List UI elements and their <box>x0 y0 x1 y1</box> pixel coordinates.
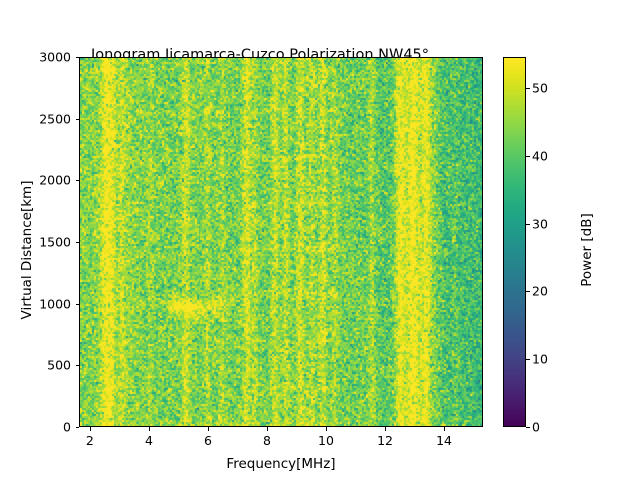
y-tick-mark <box>75 242 79 243</box>
ionogram-plot-area <box>79 57 483 427</box>
colorbar-tick-label: 50 <box>532 80 548 96</box>
y-tick-mark <box>75 303 79 305</box>
x-tick-label: 12 <box>377 433 393 448</box>
y-tick-label: 2000 <box>39 172 71 188</box>
colorbar <box>503 57 526 427</box>
colorbar-tick-mark <box>526 359 530 361</box>
colorbar-label: Power [dB] <box>579 213 595 287</box>
y-tick-mark <box>75 57 79 58</box>
y-tick-mark <box>75 427 79 428</box>
x-tick-label: 2 <box>85 433 94 448</box>
x-tick-mark <box>444 427 446 431</box>
x-tick-mark <box>326 427 327 431</box>
x-tick-label: 8 <box>262 433 271 448</box>
y-tick-mark <box>75 118 79 120</box>
x-axis-label: Frequency[MHz] <box>226 456 336 472</box>
colorbar-tick-mark <box>526 223 530 225</box>
x-tick-label: 14 <box>436 433 452 448</box>
y-tick-label: 500 <box>47 357 71 373</box>
colorbar-tick-label: 10 <box>532 351 548 367</box>
colorbar-tick-mark <box>526 291 530 293</box>
x-tick-mark <box>266 427 268 431</box>
x-tick-label: 6 <box>203 433 212 448</box>
x-tick-mark <box>385 427 387 431</box>
y-tick-label: 2500 <box>39 111 71 127</box>
x-tick-label: 4 <box>144 433 153 448</box>
y-tick-mark <box>75 365 79 367</box>
colorbar-tick-label: 40 <box>532 148 548 164</box>
y-tick-label: 1500 <box>39 234 71 250</box>
colorbar-gradient-canvas <box>504 58 525 426</box>
colorbar-tick-label: 20 <box>532 283 548 299</box>
colorbar-tick-label: 0 <box>532 419 540 435</box>
y-tick-label: 0 <box>63 419 71 435</box>
colorbar-tick-label: 30 <box>532 216 548 232</box>
x-tick-label: 10 <box>318 433 334 448</box>
ionogram-heatmap-canvas <box>80 58 482 426</box>
x-tick-mark <box>148 427 150 431</box>
y-tick-mark <box>75 180 79 182</box>
colorbar-tick-mark <box>526 88 530 90</box>
x-tick-mark <box>89 427 91 431</box>
colorbar-tick-mark <box>526 155 530 157</box>
y-tick-label: 1000 <box>39 296 71 312</box>
x-tick-mark <box>207 427 209 431</box>
colorbar-tick-mark <box>526 427 530 428</box>
y-axis-label: Virtual Distance[km] <box>19 180 35 320</box>
y-tick-label: 3000 <box>39 49 71 65</box>
